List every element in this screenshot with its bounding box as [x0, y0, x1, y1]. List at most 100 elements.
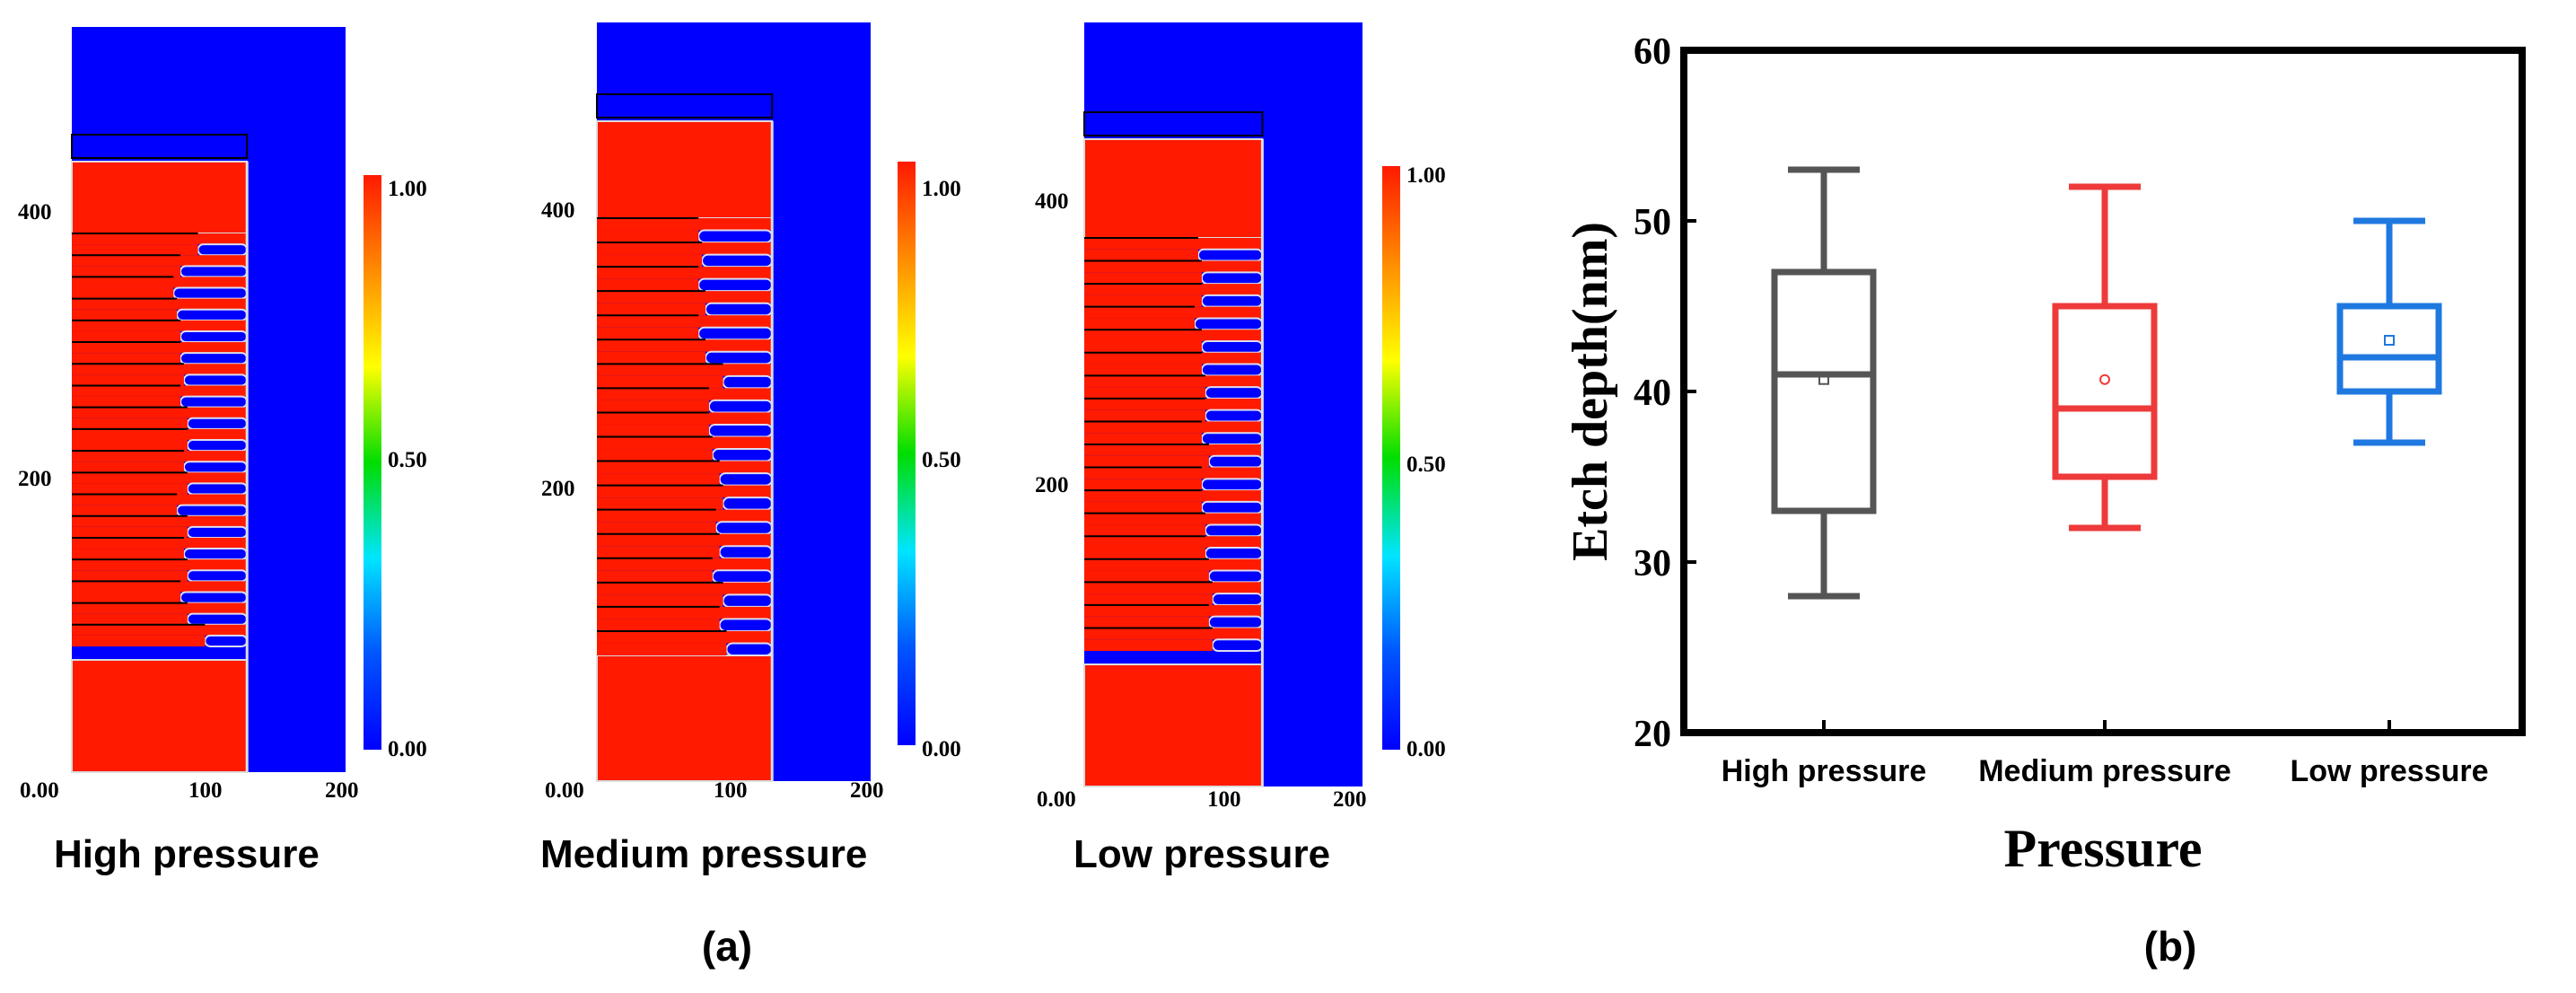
mask-outline	[1083, 111, 1264, 136]
y-tick-200: 200	[1035, 473, 1069, 497]
material-layer	[597, 291, 773, 303]
etched-groove	[180, 352, 249, 365]
material-layer	[1084, 513, 1263, 525]
material-layer	[1084, 421, 1263, 434]
material-layer	[597, 619, 720, 631]
box-1	[1771, 166, 1877, 600]
etched-groove	[186, 482, 249, 496]
y-tick-400: 400	[1035, 189, 1069, 214]
material-layer	[597, 606, 773, 620]
material-layer	[597, 461, 773, 474]
material-layer	[597, 242, 773, 255]
colorbar-tick-max: 1.00	[388, 177, 427, 201]
material-layer	[597, 254, 703, 268]
colorbar-tick-mid: 0.50	[922, 448, 961, 472]
material-layer	[597, 388, 773, 400]
material-layer	[1084, 570, 1209, 583]
etched-groove	[186, 569, 249, 583]
colorbar	[1382, 166, 1400, 750]
material-layer	[72, 417, 188, 429]
material-layer	[72, 374, 184, 386]
etched-groove	[705, 350, 774, 365]
etched-groove	[1200, 432, 1264, 446]
simulation-low-pressure: 1.00 0.50 0.00 400 200 0.00 100 200 Low …	[1035, 22, 1446, 876]
material-layer	[1084, 398, 1263, 410]
material-layer	[72, 570, 188, 582]
material-layer	[1084, 604, 1263, 617]
material-layer	[1084, 616, 1209, 628]
colorbar-tick-min: 0.00	[922, 737, 961, 761]
etched-groove	[718, 618, 774, 632]
material-layer	[72, 483, 188, 495]
etched-groove	[1204, 547, 1264, 560]
panel-b-boxplot: 20 30 40 50 60 High pressure Medium pressure Lo…	[1563, 31, 2526, 970]
material-layer	[72, 266, 181, 277]
material-layer	[1084, 467, 1263, 479]
material-layer	[1084, 387, 1205, 399]
etched-groove	[186, 612, 249, 626]
etched-groove	[718, 472, 774, 487]
y-tick-label: 30	[1634, 543, 1671, 584]
etched-groove	[1200, 363, 1264, 377]
x-tick-200: 200	[1333, 787, 1367, 812]
y-tick-label: 50	[1634, 202, 1671, 243]
etched-groove	[182, 548, 249, 561]
material-layer	[1084, 260, 1263, 273]
material-layer	[597, 570, 713, 583]
y-tick-400: 400	[541, 198, 575, 223]
material-layer	[1084, 409, 1205, 422]
etched-groove	[1196, 248, 1264, 262]
material-layer	[72, 592, 181, 603]
material-layer	[1084, 536, 1263, 548]
material-layer	[597, 485, 773, 498]
panel-a-simulations: 1.00 0.50 0.00 400 200 0.00 100 200 High…	[18, 22, 1446, 970]
material-layer	[1084, 628, 1263, 640]
material-layer	[597, 449, 713, 461]
material-layer	[597, 327, 699, 340]
y-axis-label: Etch depth(nm)	[1563, 222, 1618, 561]
material-layer	[1084, 479, 1202, 491]
etched-groove	[172, 286, 249, 300]
colorbar-gradient-bar	[1382, 166, 1400, 750]
material-layer	[597, 424, 709, 437]
material-layer	[72, 472, 248, 484]
material-layer	[597, 643, 727, 655]
x-tick-100: 100	[714, 778, 748, 803]
axis-ticks: 20 30 40 50 60 High pressure Medium pressure Lo…	[1634, 31, 2489, 788]
material-layer	[1084, 639, 1213, 651]
material-layer	[1084, 352, 1263, 365]
mask-outline	[596, 93, 774, 119]
material-layer	[597, 558, 773, 571]
colorbar-tick-max: 1.00	[922, 177, 961, 201]
x-tick-label: Medium pressure	[1978, 754, 2231, 788]
x-tick-100: 100	[1207, 787, 1241, 812]
material-layer	[597, 546, 720, 558]
box-iqr	[1771, 268, 1877, 514]
material-layer	[72, 330, 181, 343]
material-layer	[72, 320, 248, 331]
x-tick-100: 100	[188, 778, 223, 803]
material-layer	[1084, 524, 1205, 537]
material-layer	[597, 436, 773, 450]
y-tick-label: 20	[1634, 714, 1671, 755]
material-layer	[597, 509, 773, 523]
material-layer	[597, 533, 773, 547]
material-layer	[72, 440, 188, 452]
etched-groove	[697, 277, 774, 293]
material-layer	[1084, 375, 1263, 388]
material-layer	[1084, 548, 1205, 559]
material-layer	[597, 594, 723, 607]
material-layer	[597, 412, 773, 425]
substrate-bottom	[71, 659, 249, 773]
etched-groove	[182, 373, 249, 387]
colorbar-tick-mid: 0.50	[388, 448, 427, 472]
material-layer	[72, 581, 248, 593]
material-layer	[597, 339, 773, 352]
y-tick-200: 200	[541, 477, 575, 501]
box-iqr	[2336, 303, 2442, 395]
colorbar-tick-max: 1.00	[1406, 163, 1446, 188]
box-3	[2336, 217, 2442, 446]
etched-groove	[697, 229, 774, 244]
material-layer	[1084, 238, 1263, 250]
box-series	[1771, 166, 2442, 600]
